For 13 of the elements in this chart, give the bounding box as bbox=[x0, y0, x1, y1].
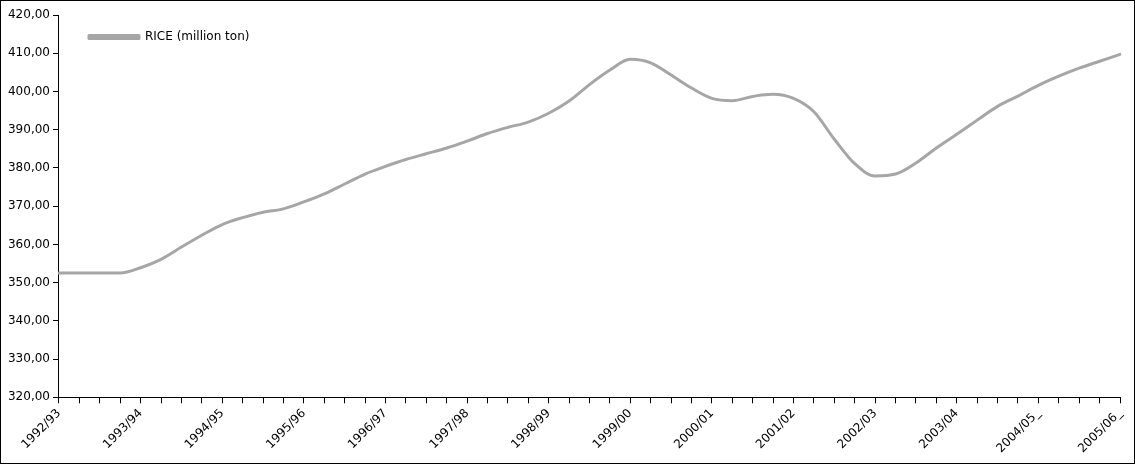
y-tick-label: 420,00 bbox=[7, 7, 50, 22]
line-series bbox=[57, 52, 1122, 275]
y-tick-label: 350,00 bbox=[7, 274, 50, 289]
y-tick-label: 380,00 bbox=[7, 160, 50, 175]
y-tick-label: 330,00 bbox=[7, 351, 50, 366]
legend-label: RICE (million ton) bbox=[144, 29, 250, 44]
y-tick-label: 320,00 bbox=[7, 389, 50, 404]
y-tick-label: 360,00 bbox=[7, 236, 50, 251]
y-tick-label: 370,00 bbox=[7, 198, 50, 213]
y-tick-label: 390,00 bbox=[7, 121, 50, 136]
y-tick-label: 340,00 bbox=[7, 312, 50, 327]
y-tick-label: 410,00 bbox=[7, 45, 50, 60]
y-tick-label: 400,00 bbox=[7, 83, 50, 98]
